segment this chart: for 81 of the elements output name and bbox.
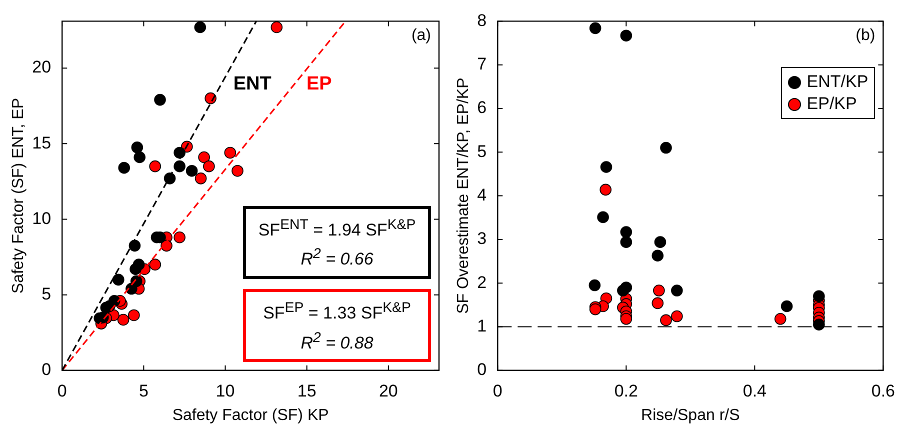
point — [671, 310, 683, 322]
point — [128, 240, 141, 252]
y-tick-label: 6 — [477, 98, 487, 118]
point — [654, 236, 666, 248]
y-axis-title: SF Overestimate ENT/KP, EP/KP — [455, 78, 472, 314]
point — [600, 184, 612, 196]
point — [600, 161, 612, 173]
y-tick-label: 8 — [477, 10, 487, 30]
point — [149, 258, 162, 270]
annotation: SF$^{EP}$ = 1.33 SF$^{K&P}$ — [262, 299, 412, 325]
y-tick-label: 2 — [477, 272, 487, 292]
x-axis-title: Safety Factor (SF) KP — [172, 406, 329, 424]
annotation: (a) — [411, 27, 431, 46]
y-tick-label: 10 — [32, 208, 52, 228]
annotation: (b) — [856, 27, 876, 46]
x-tick-label: 15 — [297, 381, 316, 400]
point — [198, 151, 210, 164]
x-tick-label: 0 — [57, 381, 67, 400]
y-tick-label: 7 — [477, 54, 487, 74]
point — [588, 279, 601, 292]
x-tick-label: 10 — [216, 381, 235, 400]
point — [620, 226, 632, 238]
y-tick-label: 15 — [32, 133, 52, 152]
point — [174, 160, 186, 172]
point — [131, 142, 144, 154]
x-axis-title: Rise/Span r/S — [641, 406, 740, 424]
point — [620, 312, 632, 325]
legend-label: ENT/KP — [806, 71, 868, 94]
point — [620, 236, 632, 248]
annotation: R$^{2}$ = 0.88 — [300, 328, 374, 354]
point — [660, 142, 672, 154]
y-tick-label: 20 — [32, 58, 52, 77]
point — [224, 146, 236, 159]
point — [186, 164, 198, 177]
point — [232, 164, 244, 177]
x-tick-label: 0.6 — [871, 381, 896, 400]
series-label: EP — [306, 73, 332, 94]
point — [117, 314, 130, 326]
y-tick-label: 0 — [42, 360, 52, 380]
legend-label: EP/KP — [806, 93, 857, 116]
y-tick-label: 5 — [477, 142, 487, 161]
series-label: ENT — [233, 73, 272, 94]
point — [174, 146, 186, 159]
y-tick-label: 3 — [477, 229, 487, 248]
x-tick-label: 0.2 — [614, 381, 638, 400]
point — [653, 284, 665, 296]
point — [134, 151, 146, 164]
point — [270, 21, 283, 34]
point — [203, 160, 215, 172]
x-tick-label: 20 — [378, 381, 398, 400]
point — [652, 297, 664, 310]
x-tick-label: 0.4 — [742, 381, 766, 400]
point — [589, 22, 602, 34]
point — [620, 30, 632, 42]
point — [660, 314, 672, 326]
point — [813, 290, 825, 302]
point — [194, 21, 206, 34]
x-tick-label: 5 — [138, 381, 148, 400]
point — [112, 274, 124, 286]
y-tick-label: 5 — [42, 284, 52, 304]
point — [774, 312, 786, 325]
y-axis-title: Safety Factor (SF) ENT, EP — [10, 98, 28, 294]
point — [118, 162, 130, 174]
y-tick-label: 4 — [477, 185, 487, 204]
x-tick-label: 0 — [492, 381, 502, 400]
y-tick-label: 1 — [477, 316, 487, 336]
point — [597, 211, 609, 224]
point — [154, 94, 166, 106]
point — [128, 309, 140, 322]
point — [620, 282, 632, 294]
point — [671, 284, 683, 296]
annotation: R$^{2}$ = 0.66 — [300, 245, 374, 272]
point — [130, 263, 142, 276]
point — [194, 172, 207, 184]
y-tick-label: 0 — [477, 360, 487, 380]
annotation: SF$^{ENT}$ = 1.94 SF$^{K&P}$ — [257, 216, 417, 242]
point — [652, 250, 664, 262]
point — [813, 318, 825, 330]
point — [174, 231, 186, 244]
point — [149, 160, 162, 172]
point — [780, 300, 793, 312]
